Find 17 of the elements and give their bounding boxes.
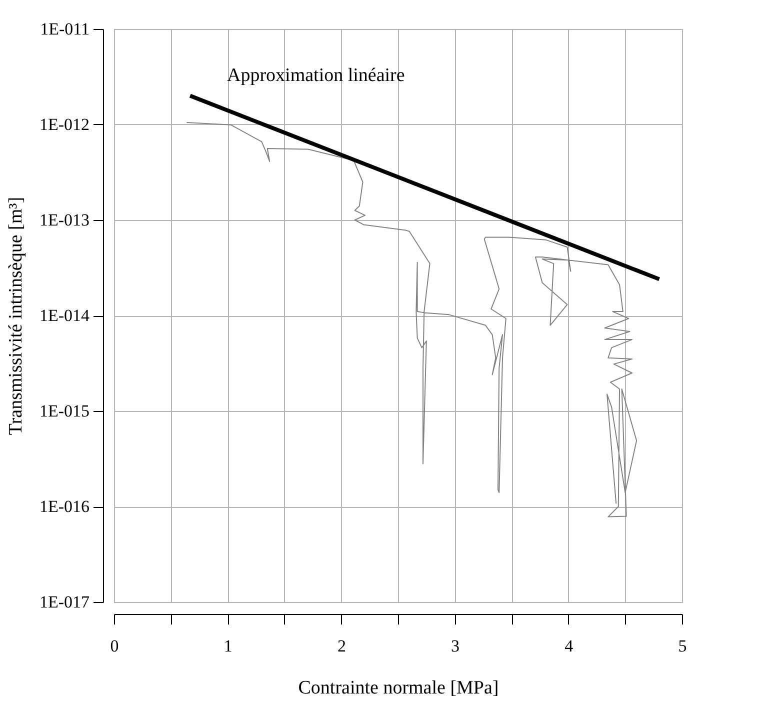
y-tick-label: 1E-017 — [39, 592, 90, 612]
x-tick-label: 5 — [678, 636, 687, 656]
y-tick-label: 1E-013 — [39, 210, 90, 230]
y-tick-label: 1E-014 — [39, 306, 90, 325]
y-tick-label: 1E-015 — [39, 402, 90, 420]
x-tick-label: 0 — [110, 636, 119, 656]
annotation: Approximation linéaire — [227, 65, 405, 86]
y-tick-label: 1E-012 — [39, 115, 90, 134]
line-series — [186, 122, 638, 518]
y-axis-title: Transmissivité intrinsèque [m³] — [5, 196, 26, 436]
x-axis-title: Contrainte normale [MPa] — [298, 678, 499, 698]
y-tick-label: 1E-016 — [39, 497, 90, 516]
x-tick-label: 1 — [224, 636, 232, 656]
x-tick-label: 4 — [564, 636, 574, 656]
y-tick-label: 1E-011 — [40, 20, 90, 38]
x-tick-label: 3 — [451, 636, 460, 656]
x-tick-label: 2 — [337, 636, 346, 656]
